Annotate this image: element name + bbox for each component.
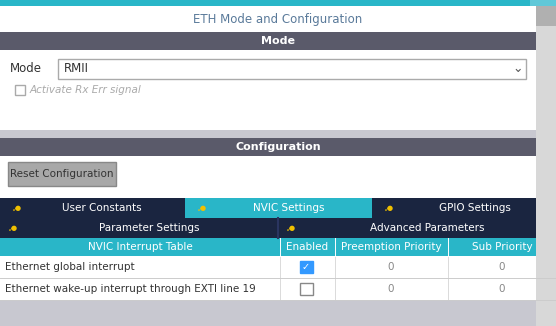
Bar — [0, 32, 556, 50]
Bar — [530, 0, 556, 6]
Bar — [15, 85, 25, 95]
Text: ●: ● — [11, 225, 17, 231]
Text: ✓: ✓ — [286, 225, 292, 233]
Text: NVIC Settings: NVIC Settings — [253, 203, 325, 213]
Text: ✓: ✓ — [12, 204, 18, 214]
Bar — [0, 6, 556, 32]
Text: ●: ● — [289, 225, 295, 231]
Text: Mode: Mode — [261, 36, 295, 46]
Text: Enabled: Enabled — [286, 242, 328, 252]
Bar — [0, 256, 556, 278]
Text: ✓: ✓ — [197, 204, 203, 214]
Text: Reset Configuration: Reset Configuration — [10, 169, 114, 179]
Bar — [0, 0, 530, 6]
Text: 0: 0 — [388, 262, 394, 272]
Text: 0: 0 — [499, 284, 505, 294]
Text: ETH Mode and Configuration: ETH Mode and Configuration — [193, 12, 363, 25]
Bar — [278, 218, 556, 238]
Bar — [185, 198, 372, 218]
Text: Sub Priority: Sub Priority — [471, 242, 532, 252]
Text: 0: 0 — [388, 284, 394, 294]
Bar — [0, 138, 556, 156]
Bar — [58, 59, 526, 79]
Text: ✓: ✓ — [8, 225, 14, 233]
Bar — [8, 162, 116, 186]
Bar — [536, 6, 556, 326]
Bar — [300, 261, 313, 273]
Bar — [300, 283, 313, 295]
Text: NVIC Interrupt Table: NVIC Interrupt Table — [88, 242, 192, 252]
Text: Mode: Mode — [10, 62, 42, 75]
Text: ●: ● — [15, 205, 21, 211]
Text: RMII: RMII — [64, 63, 89, 76]
Text: Parameter Settings: Parameter Settings — [99, 223, 199, 233]
Text: Configuration: Configuration — [235, 142, 321, 152]
Text: Activate Rx Err signal: Activate Rx Err signal — [30, 85, 142, 95]
Text: ⌄: ⌄ — [513, 63, 523, 76]
Text: Advanced Parameters: Advanced Parameters — [370, 223, 484, 233]
Bar — [0, 130, 556, 138]
Text: ✓: ✓ — [302, 262, 310, 272]
Text: ●: ● — [200, 205, 206, 211]
Text: ●: ● — [387, 205, 393, 211]
Text: Preemption Priority: Preemption Priority — [341, 242, 441, 252]
Bar — [0, 156, 556, 198]
Bar — [372, 198, 556, 218]
Bar — [0, 218, 278, 238]
Text: User Constants: User Constants — [62, 203, 142, 213]
Text: ✓: ✓ — [384, 204, 390, 214]
Text: 0: 0 — [499, 262, 505, 272]
Bar — [0, 198, 185, 218]
Text: Ethernet wake-up interrupt through EXTI line 19: Ethernet wake-up interrupt through EXTI … — [5, 284, 256, 294]
Bar — [0, 50, 556, 130]
Bar — [0, 278, 556, 300]
Bar — [0, 238, 556, 256]
Bar — [536, 6, 556, 26]
Bar — [0, 300, 556, 326]
Text: Ethernet global interrupt: Ethernet global interrupt — [5, 262, 135, 272]
Text: GPIO Settings: GPIO Settings — [439, 203, 511, 213]
